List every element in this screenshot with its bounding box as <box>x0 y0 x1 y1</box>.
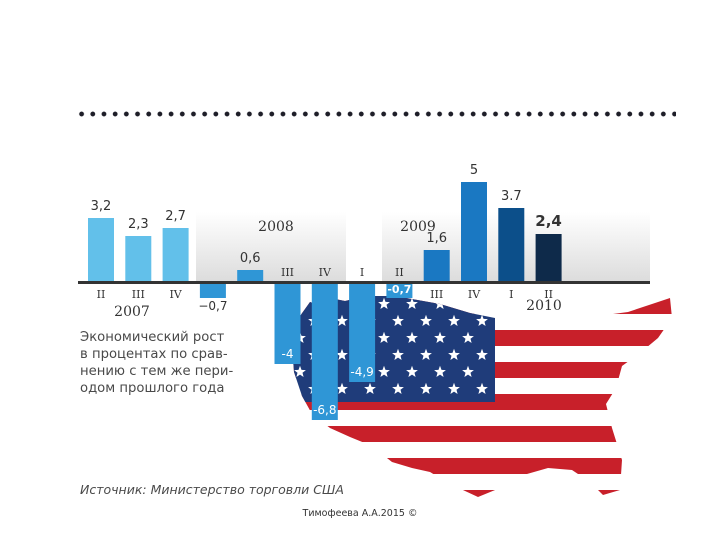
bar-10 <box>423 250 450 282</box>
tick-label-1: II <box>97 288 106 301</box>
bar-13 <box>535 234 562 282</box>
tick-label-10: III <box>430 288 443 301</box>
bar-1 <box>88 218 114 282</box>
bar-9 <box>386 284 413 298</box>
value-label-7: -6,8 <box>313 403 336 417</box>
value-label-6: -4 <box>282 347 294 361</box>
tick-label-9: II <box>395 266 404 279</box>
value-label-3: 2,7 <box>165 209 186 224</box>
dotted-divider <box>76 110 676 118</box>
bar-8 <box>349 284 376 382</box>
tick-label-7: IV <box>319 266 332 279</box>
footer-credit: Тимофеева А.А.2015 © <box>302 508 418 519</box>
bar-12 <box>498 208 525 282</box>
value-label-10: 1,6 <box>426 231 447 246</box>
bar-5 <box>237 270 264 282</box>
year-label-2010: 2010 <box>526 298 562 314</box>
bar-4 <box>199 284 226 298</box>
tick-label-6: III <box>281 266 294 279</box>
band-2008 <box>196 212 346 282</box>
year-label-2007: 2007 <box>114 304 150 320</box>
source-note: Источник: Министерство торговли США <box>80 482 344 497</box>
value-label-4: −0,7 <box>198 299 227 313</box>
bar-7 <box>311 284 338 420</box>
value-label-13: 2,4 <box>535 212 562 230</box>
value-label-8: -4,9 <box>350 365 373 379</box>
value-label-1: 3,2 <box>91 199 112 214</box>
zero-axis <box>78 281 650 284</box>
bar-3 <box>162 228 189 282</box>
bar-11 <box>461 182 487 282</box>
bar-2 <box>125 236 152 282</box>
value-label-11: 5 <box>470 163 478 178</box>
year-label-2008: 2008 <box>258 219 294 235</box>
value-label-12: 3.7 <box>501 189 522 204</box>
value-label-9: -0,7 <box>387 283 411 296</box>
value-label-2: 2,3 <box>128 217 149 232</box>
value-label-5: 0,6 <box>240 251 261 266</box>
tick-label-3: IV <box>169 288 182 301</box>
tick-label-13: II <box>544 288 553 301</box>
tick-label-11: IV <box>468 288 481 301</box>
tick-label-2: III <box>132 288 145 301</box>
us-flag-map <box>292 296 672 497</box>
tick-label-12: I <box>509 288 513 301</box>
chart-description: Экономический рост в процентах по срав- … <box>80 330 234 396</box>
year-label-2009: 2009 <box>400 219 436 235</box>
tick-label-8: I <box>360 266 364 279</box>
bar-6 <box>274 284 301 364</box>
